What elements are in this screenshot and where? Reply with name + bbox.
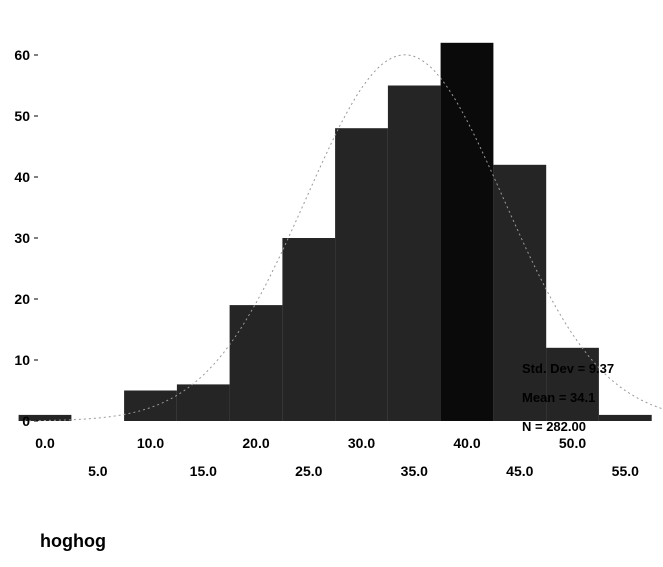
histogram-bar	[282, 238, 336, 421]
y-axis-ticks: 0 10 20 30 40 50 60 70	[14, 0, 38, 429]
histogram-bar	[124, 390, 177, 421]
histogram-bar	[493, 164, 547, 422]
histogram-bar	[18, 414, 72, 421]
y-tick-label: 30	[14, 230, 30, 246]
histogram-bar	[335, 128, 388, 421]
histogram-bar	[598, 414, 652, 421]
x-tick-label: 25.0	[295, 463, 322, 479]
stat-line: N = 282.00	[522, 419, 586, 434]
x-tick-label: 40.0	[453, 435, 480, 451]
histogram-bar	[440, 42, 494, 422]
histogram-bar	[546, 347, 599, 421]
x-tick-label: 0.0	[35, 435, 55, 451]
stats-box: Std. Dev = 9.37 Mean = 34.1 N = 282.00	[522, 361, 614, 434]
y-tick-label: 50	[14, 108, 30, 124]
x-tick-label: 10.0	[137, 435, 164, 451]
histogram-bars	[18, 42, 652, 422]
x-tick-label: 30.0	[348, 435, 375, 451]
y-tick-label: 10	[14, 352, 30, 368]
histogram-bar	[176, 384, 230, 421]
x-tick-label: 55.0	[612, 463, 639, 479]
x-tick-label: 35.0	[401, 463, 428, 479]
x-tick-label: 45.0	[506, 463, 533, 479]
y-tick-label: 20	[14, 291, 30, 307]
stat-line: Mean = 34.1	[522, 390, 595, 405]
x-axis-ticks: 0.010.020.030.040.050.060.05.015.025.035…	[35, 435, 639, 479]
x-tick-label: 50.0	[559, 435, 586, 451]
x-tick-label: 20.0	[242, 435, 269, 451]
stat-line: Std. Dev = 9.37	[522, 361, 614, 376]
y-tick-label: 40	[14, 169, 30, 185]
histogram-bar	[387, 85, 441, 421]
histogram-bar	[229, 305, 283, 421]
y-tick-label: 60	[14, 47, 30, 63]
x-tick-label: 15.0	[190, 463, 217, 479]
x-tick-label: 5.0	[88, 463, 108, 479]
y-tick-label: 0	[22, 413, 30, 429]
y-tick-label: 70	[14, 0, 30, 2]
x-axis-label: hoghog	[40, 531, 106, 551]
